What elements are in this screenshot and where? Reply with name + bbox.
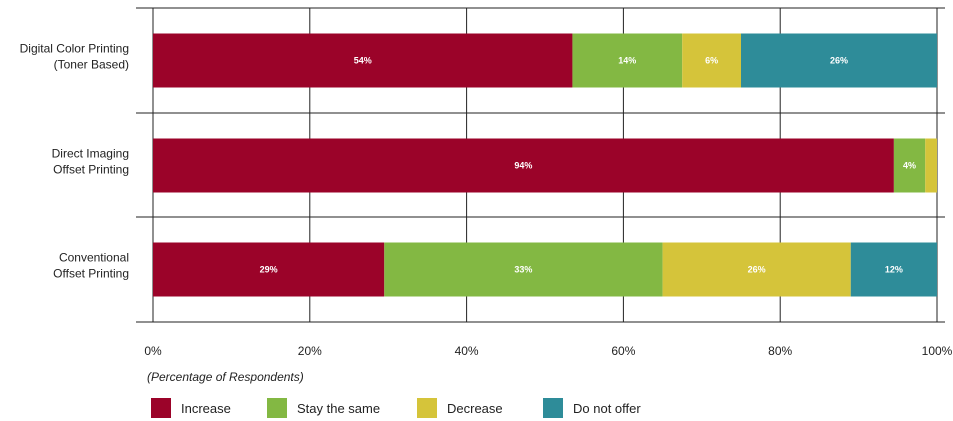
legend-label: Increase	[181, 401, 231, 416]
data-label: 54%	[354, 56, 372, 66]
bars: 54% 14% 6% 26% 94% 4% 29% 33% 26% 12%	[153, 33, 937, 297]
category-label-line: Offset Printing	[53, 267, 129, 281]
category-label: Digital Color Printing (Toner Based)	[20, 42, 129, 72]
legend-label: Decrease	[447, 401, 503, 416]
data-label: 33%	[514, 265, 532, 275]
legend-swatch	[151, 398, 171, 418]
data-label: 14%	[618, 56, 636, 66]
bar-segment	[153, 33, 573, 88]
bar-segment	[850, 242, 937, 297]
data-label: 29%	[260, 265, 278, 275]
legend-label: Do not offer	[573, 401, 641, 416]
bar-segment	[572, 33, 683, 88]
category-label-line: Conventional	[59, 251, 129, 265]
x-tick-label: 60%	[611, 344, 635, 358]
legend-swatch	[417, 398, 437, 418]
x-tick-label: 40%	[455, 344, 479, 358]
x-axis-label: (Percentage of Respondents)	[147, 370, 304, 384]
bar-segment	[662, 242, 851, 297]
category-label-line: Digital Color Printing	[20, 42, 129, 56]
legend-swatch	[267, 398, 287, 418]
bar-segment	[384, 242, 663, 297]
x-axis-ticks: 0% 20% 40% 60% 80% 100%	[144, 344, 952, 358]
bar-segment	[741, 33, 937, 88]
x-tick-label: 100%	[922, 344, 953, 358]
x-tick-label: 0%	[144, 344, 162, 358]
legend: Increase Stay the same Decrease Do not offe…	[151, 398, 641, 418]
category-label: Conventional Offset Printing	[53, 251, 129, 281]
bar-segment	[682, 33, 741, 88]
bar-segment	[925, 138, 937, 193]
category-label-line: Offset Printing	[53, 163, 129, 177]
data-label: 12%	[885, 265, 903, 275]
data-label: 26%	[748, 265, 766, 275]
data-label: 4%	[903, 161, 916, 171]
category-label: Direct Imaging Offset Printing	[52, 147, 129, 177]
data-label: 26%	[830, 56, 848, 66]
bar-segment	[893, 138, 926, 193]
bar-segment	[153, 138, 894, 193]
data-label: 94%	[514, 161, 532, 171]
category-labels: Digital Color Printing (Toner Based) Direc…	[20, 42, 129, 281]
category-label-line: Direct Imaging	[52, 147, 129, 161]
bar-segment	[153, 242, 385, 297]
data-label: 6%	[705, 56, 718, 66]
legend-swatch	[543, 398, 563, 418]
category-label-line: (Toner Based)	[54, 58, 129, 72]
legend-label: Stay the same	[297, 401, 380, 416]
x-tick-label: 20%	[298, 344, 322, 358]
x-tick-label: 80%	[768, 344, 792, 358]
